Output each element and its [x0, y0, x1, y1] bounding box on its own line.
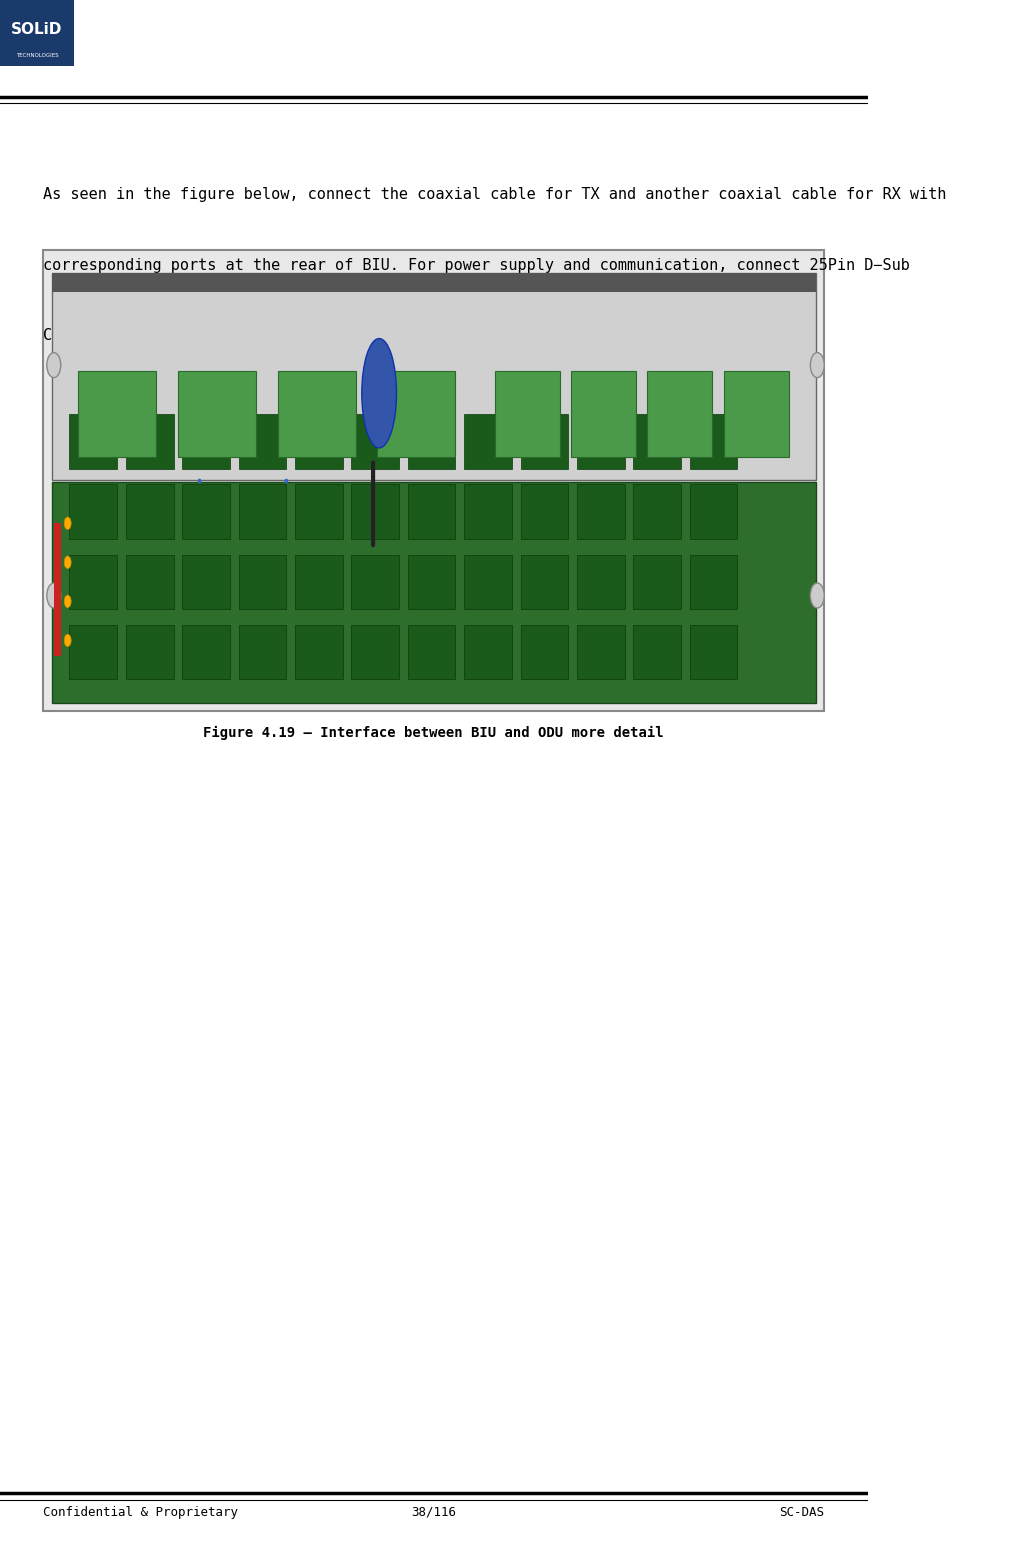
Bar [408, 555, 455, 609]
Circle shape [809, 353, 823, 378]
Bar [69, 555, 117, 609]
Bar [520, 484, 568, 539]
Bar [351, 555, 398, 609]
Bar [182, 625, 229, 679]
Bar [577, 484, 624, 539]
Text: Confidential & Proprietary: Confidential & Proprietary [44, 1506, 238, 1518]
Circle shape [64, 556, 71, 569]
Text: 38/116: 38/116 [411, 1506, 455, 1518]
Text: corresponding ports at the rear of BIU. For power supply and communication, conn: corresponding ports at the rear of BIU. … [44, 258, 909, 273]
Text: SOLiD: SOLiD [11, 22, 62, 37]
Bar [69, 484, 117, 539]
Bar [52, 273, 815, 481]
Circle shape [64, 517, 71, 530]
Bar [238, 555, 286, 609]
Bar [238, 414, 286, 469]
Bar [464, 484, 512, 539]
Bar [689, 484, 737, 539]
Circle shape [809, 583, 823, 608]
Bar [238, 625, 286, 679]
Bar [78, 370, 156, 456]
Bar [647, 370, 711, 456]
Bar [520, 414, 568, 469]
Circle shape [47, 353, 61, 378]
Bar [351, 414, 398, 469]
Bar [408, 414, 455, 469]
Circle shape [47, 583, 61, 608]
Bar [294, 484, 342, 539]
Bar [571, 370, 635, 456]
Bar [408, 484, 455, 539]
Bar [464, 555, 512, 609]
Bar [125, 484, 173, 539]
Bar [52, 273, 815, 292]
Bar [177, 370, 256, 456]
Bar [464, 414, 512, 469]
Bar [377, 370, 455, 456]
Bar [520, 625, 568, 679]
Text: As seen in the figure below, connect the coaxial cable for TX and another coaxia: As seen in the figure below, connect the… [44, 187, 946, 203]
Ellipse shape [362, 339, 396, 448]
Bar [238, 484, 286, 539]
Bar [125, 625, 173, 679]
Bar [689, 555, 737, 609]
Bar [351, 625, 398, 679]
Bar [633, 414, 681, 469]
Bar [54, 523, 61, 656]
Bar [69, 414, 117, 469]
Bar [125, 555, 173, 609]
Bar [464, 625, 512, 679]
Bar [689, 625, 737, 679]
Text: Connector cable with a corresponding port.: Connector cable with a corresponding por… [44, 328, 426, 344]
Bar [125, 414, 173, 469]
Bar [722, 370, 788, 456]
Bar [52, 481, 815, 703]
Bar [69, 625, 117, 679]
Bar [633, 625, 681, 679]
Text: TECHNOLOGIES: TECHNOLOGIES [15, 53, 58, 58]
Bar [294, 555, 342, 609]
Bar [577, 625, 624, 679]
Circle shape [64, 634, 71, 647]
Text: Figure 4.19 – Interface between BIU and ODU more detail: Figure 4.19 – Interface between BIU and … [203, 726, 663, 740]
Bar [633, 555, 681, 609]
Bar [182, 555, 229, 609]
Bar [182, 484, 229, 539]
Bar [494, 370, 559, 456]
Text: SC-DAS: SC-DAS [779, 1506, 823, 1518]
Bar [577, 555, 624, 609]
Bar [689, 414, 737, 469]
Bar [44, 250, 823, 711]
Bar [182, 414, 229, 469]
Bar [277, 370, 356, 456]
Bar [0, 0, 73, 66]
Bar [408, 625, 455, 679]
Bar [577, 414, 624, 469]
Bar [633, 484, 681, 539]
Bar [520, 555, 568, 609]
Bar [294, 414, 342, 469]
Circle shape [64, 595, 71, 608]
Bar [351, 484, 398, 539]
Bar [294, 625, 342, 679]
